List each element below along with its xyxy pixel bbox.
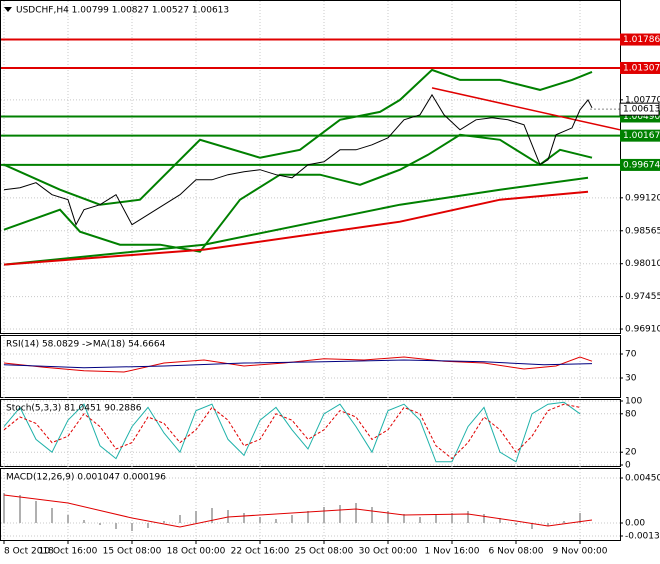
histogram-bar xyxy=(211,508,213,524)
histogram-bar xyxy=(51,508,53,524)
x-tick-label: 15 Oct 08:00 xyxy=(103,547,162,557)
rsi-label: RSI(14) 58.0829 ->MA(18) 54.6664 xyxy=(6,340,166,350)
y-tick-label: 0.97455 xyxy=(625,292,660,302)
x-tick-label: 18 Oct 00:00 xyxy=(167,547,226,557)
histogram-bar xyxy=(563,521,565,524)
histogram-bar xyxy=(467,511,469,524)
level-label-box xyxy=(620,129,660,142)
series-line xyxy=(3,133,593,253)
rsi-panel xyxy=(0,335,621,398)
stoch-panel xyxy=(0,399,621,467)
y-tick-label: 80 xyxy=(625,409,637,419)
level-label: 1.00167 xyxy=(623,131,660,141)
menu-triangle xyxy=(4,7,12,12)
histogram-bar xyxy=(547,523,549,527)
x-tick-label: 25 Oct 08:00 xyxy=(295,547,354,557)
level-label: 1.01786 xyxy=(623,35,660,45)
histogram-bar xyxy=(163,521,165,524)
histogram-bar xyxy=(387,511,389,524)
y-tick-label: 70 xyxy=(625,350,637,360)
histogram-bar xyxy=(147,523,149,529)
histogram-bar xyxy=(195,511,197,524)
y-tick-label: 0.98010 xyxy=(625,259,660,269)
histogram-bar xyxy=(451,513,453,524)
y-tick-label: -0.001301 xyxy=(625,532,660,542)
x-tick-label: 30 Oct 00:00 xyxy=(359,547,418,557)
histogram-bar xyxy=(371,507,373,524)
x-tick-label: 10 Oct 16:00 xyxy=(39,547,98,557)
y-tick-label: 1.00770 xyxy=(625,95,660,105)
level-label: 0.99674 xyxy=(623,160,660,170)
series-line xyxy=(431,87,621,131)
last-price-label: 1.00613 xyxy=(623,105,660,115)
x-tick-label: 1 Nov 16:00 xyxy=(425,547,480,557)
level-label-box xyxy=(620,61,660,74)
y-tick-label: 20 xyxy=(625,448,637,458)
histogram-bar xyxy=(307,511,309,524)
level-label: 1.01307 xyxy=(623,63,660,73)
level-label-box xyxy=(620,33,660,46)
histogram-bar xyxy=(499,518,501,524)
histogram-bar xyxy=(483,514,485,524)
histogram-bar xyxy=(531,523,533,530)
level-label-box xyxy=(620,158,660,171)
histogram-bar xyxy=(435,515,437,524)
x-tick-label: 8 Oct 2018 xyxy=(4,547,54,557)
x-tick-label: 6 Nov 08:00 xyxy=(489,547,544,557)
y-tick-label: 0.98565 xyxy=(625,226,660,236)
stoch-label: Stoch(5,3,3) 81.0451 90.2886 xyxy=(6,404,142,414)
series-line xyxy=(3,494,593,528)
y-tick-label: 0.004502 xyxy=(625,473,660,483)
histogram-bar xyxy=(419,517,421,524)
histogram-bar xyxy=(131,523,133,532)
histogram-bar xyxy=(99,523,101,526)
series-line xyxy=(3,403,581,460)
last-price-box xyxy=(619,102,660,116)
y-tick-label: 0 xyxy=(625,461,631,471)
y-tick-label: 0.96910 xyxy=(625,325,660,335)
histogram-bar xyxy=(403,514,405,524)
histogram-bar xyxy=(19,495,21,524)
series-line xyxy=(3,190,589,266)
series-line xyxy=(3,401,581,463)
histogram-bar xyxy=(515,523,517,526)
histogram-bar xyxy=(35,501,37,524)
series-line xyxy=(3,356,593,373)
histogram-bar xyxy=(323,507,325,524)
macd-label: MACD(12,26,9) 0.001047 0.000196 xyxy=(6,473,166,483)
y-tick-label: 30 xyxy=(625,374,637,384)
histogram-bar xyxy=(243,513,245,524)
histogram-bar xyxy=(179,515,181,524)
histogram-bar xyxy=(3,493,5,524)
histogram-bar xyxy=(67,515,69,524)
price-panel xyxy=(0,0,621,334)
series-line xyxy=(3,359,593,369)
histogram-bar xyxy=(355,503,357,524)
y-tick-label: 0.99120 xyxy=(625,193,660,203)
histogram-bar xyxy=(291,515,293,524)
x-tick-label: 22 Oct 16:00 xyxy=(231,547,290,557)
level-label: 1.00490 xyxy=(623,112,660,122)
histogram-bar xyxy=(339,505,341,524)
macd-panel xyxy=(0,468,621,541)
y-tick-label: 100 xyxy=(625,397,642,407)
histogram-bar xyxy=(275,519,277,524)
series-line xyxy=(3,93,593,226)
histogram-bar xyxy=(579,513,581,524)
x-tick-label: 9 Nov 00:00 xyxy=(553,547,608,557)
chart-title: USDCHF,H4 1.00799 1.00827 1.00527 1.0061… xyxy=(16,6,229,16)
histogram-bar xyxy=(115,523,117,530)
y-tick-label: 0.00 xyxy=(625,519,645,529)
histogram-bar xyxy=(259,517,261,524)
series-line xyxy=(3,176,589,266)
histogram-bar xyxy=(83,520,85,524)
